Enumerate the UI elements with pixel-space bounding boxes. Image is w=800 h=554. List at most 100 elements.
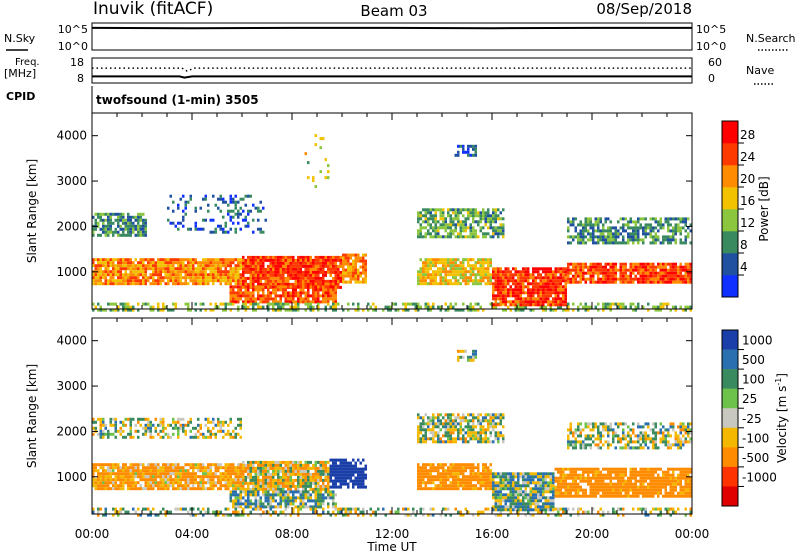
heatmap-cell	[102, 273, 105, 277]
heatmap-cell	[492, 208, 495, 212]
heatmap-cell	[174, 478, 177, 482]
heatmap-cell	[434, 282, 437, 286]
heatmap-cell	[187, 420, 190, 424]
heatmap-cell	[214, 510, 217, 514]
heatmap-cell	[109, 469, 112, 473]
heatmap-cell	[159, 429, 162, 433]
heatmap-cell	[647, 308, 650, 312]
heatmap-cell	[324, 300, 327, 304]
heatmap-cell	[199, 273, 202, 277]
heatmap-cell	[544, 288, 547, 292]
heatmap-cell	[429, 258, 432, 262]
heatmap-cell	[212, 484, 215, 488]
heatmap-cell	[264, 487, 267, 491]
heatmap-cell	[319, 170, 322, 174]
heatmap-cell	[212, 270, 215, 274]
heatmap-cell	[497, 303, 500, 307]
heatmap-cell	[312, 308, 315, 312]
heatmap-cell	[192, 276, 195, 280]
heatmap-cell	[99, 507, 102, 511]
heatmap-cell	[184, 264, 187, 268]
heatmap-cell	[484, 232, 487, 236]
heatmap-cell	[269, 302, 272, 306]
heatmap-cell	[137, 230, 140, 234]
heatmap-cell	[207, 487, 210, 491]
heatmap-cell	[199, 279, 202, 283]
heatmap-cell	[532, 288, 535, 292]
heatmap-cell	[279, 276, 282, 280]
heatmap-cell	[244, 475, 247, 479]
heatmap-cell	[659, 265, 662, 269]
heatmap-cell	[217, 513, 220, 517]
heatmap-cell	[499, 288, 502, 292]
heatmap-cell	[319, 288, 322, 292]
heatmap-cell	[662, 305, 665, 309]
heatmap-cell	[344, 280, 347, 284]
heatmap-cell	[352, 274, 355, 278]
heatmap-cell	[122, 267, 125, 271]
heatmap-cell	[137, 420, 140, 424]
heatmap-cell	[342, 467, 345, 471]
heatmap-cell	[472, 282, 475, 286]
heatmap-cell	[149, 264, 152, 268]
heatmap-cell	[549, 285, 552, 289]
heatmap-cell	[317, 297, 320, 301]
heatmap-cell	[214, 267, 217, 271]
heatmap-cell	[242, 285, 245, 289]
heatmap-cell	[274, 463, 277, 467]
heatmap-cell	[492, 305, 495, 309]
heatmap-cell	[229, 469, 232, 473]
heatmap-cell	[114, 435, 117, 439]
heatmap-cell	[419, 223, 422, 227]
heatmap-cell	[174, 426, 177, 430]
heatmap-cell	[344, 513, 347, 517]
heatmap-cell	[157, 484, 160, 488]
heatmap-cell	[257, 469, 260, 473]
heatmap-cell	[254, 300, 257, 304]
heatmap-cell	[282, 499, 285, 503]
heatmap-cell	[164, 469, 167, 473]
heatmap-cell	[327, 469, 330, 473]
heatmap-cell	[319, 502, 322, 506]
heatmap-cell	[349, 479, 352, 483]
heatmap-cell	[629, 226, 632, 230]
heatmap-cell	[499, 223, 502, 227]
heatmap-cell	[169, 308, 172, 312]
heatmap-cell	[312, 264, 315, 268]
heatmap-cell	[477, 282, 480, 286]
heatmap-cell	[467, 305, 470, 309]
heatmap-cell	[232, 200, 235, 204]
heatmap-cell	[332, 279, 335, 283]
heatmap-cell	[134, 270, 137, 274]
heatmap-cell	[502, 297, 505, 301]
heatmap-cell	[347, 485, 350, 489]
heatmap-cell	[287, 297, 290, 301]
heatmap-cell	[114, 423, 117, 427]
heatmap-cell	[309, 466, 312, 470]
heatmap-cell	[344, 476, 347, 480]
heatmap-cell	[499, 291, 502, 295]
heatmap-cell	[324, 270, 327, 274]
heatmap-cell	[179, 469, 182, 473]
heatmap-cell	[362, 256, 365, 260]
heatmap-cell	[247, 513, 250, 517]
heatmap-cell	[654, 277, 657, 281]
heatmap-cell	[177, 279, 180, 283]
heatmap-cell	[164, 426, 167, 430]
heatmap-cell	[194, 472, 197, 476]
heatmap-cell	[562, 507, 565, 511]
nsky-panel: N.Sky 10^5 10^0 10^5 10^0 N.Search	[4, 22, 796, 53]
heatmap-cell	[467, 261, 470, 265]
heatmap-cell	[312, 463, 315, 467]
heatmap-cell	[237, 215, 240, 219]
heatmap-cell	[287, 302, 290, 306]
heatmap-cell	[497, 214, 500, 218]
heatmap-cell	[662, 302, 665, 306]
heatmap-cell	[644, 280, 647, 284]
heatmap-cell	[487, 232, 490, 236]
heatmap-cell	[157, 513, 160, 517]
heatmap-cell	[237, 496, 240, 500]
heatmap-cell	[252, 466, 255, 470]
heatmap-cell	[352, 467, 355, 471]
heatmap-cell	[592, 238, 595, 242]
